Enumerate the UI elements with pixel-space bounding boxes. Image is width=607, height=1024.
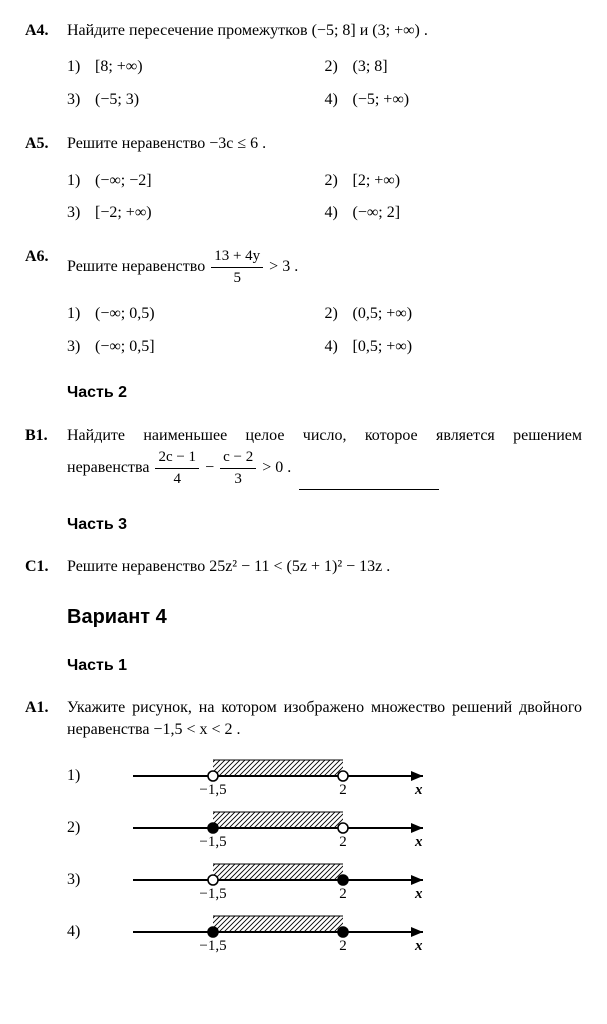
options-a5: 1)(−∞; −2] 2)[2; +∞) 3)[−2; +∞) 4)(−∞; 2… bbox=[67, 170, 582, 225]
numberline-row: 2) −1,5 2 x bbox=[67, 808, 582, 848]
opt-num: 3) bbox=[67, 202, 95, 224]
problem-label: А6. bbox=[25, 246, 67, 268]
svg-text:x: x bbox=[414, 938, 423, 954]
opt-num: 4) bbox=[325, 202, 353, 224]
opt-num: 3) bbox=[67, 336, 95, 358]
problem-a5: А5. Решите неравенство −3c ≤ 6 . 1)(−∞; … bbox=[25, 133, 582, 224]
opt-num: 2) bbox=[325, 170, 353, 192]
opt-text: (−∞; −2] bbox=[95, 170, 152, 192]
options-a4: 1)[8; +∞) 2)(3; 8] 3)(−5; 3) 4)(−5; +∞) bbox=[67, 56, 582, 111]
heading-variant: Вариант 4 bbox=[67, 603, 582, 631]
opt-num: 3) bbox=[67, 869, 103, 891]
fraction: 13 + 4y 5 bbox=[211, 246, 263, 289]
svg-text:−1,5: −1,5 bbox=[199, 834, 226, 850]
problem-text: Решите неравенство −3c ≤ 6 . bbox=[67, 133, 582, 155]
answer-blank[interactable] bbox=[299, 489, 439, 490]
problem-text: Решите неравенство 25z² − 11 < (5z + 1)²… bbox=[67, 556, 582, 578]
problem-b1: В1. Найдите наименьшее целое число, кото… bbox=[25, 425, 582, 490]
heading-part1: Часть 1 bbox=[67, 655, 582, 677]
fraction: c − 2 3 bbox=[220, 447, 256, 490]
problem-label: В1. bbox=[25, 425, 67, 447]
opt-num: 4) bbox=[325, 89, 353, 111]
problem-text: Решите неравенство 13 + 4y 5 > 3 . bbox=[67, 246, 582, 289]
problem-text: Укажите рисунок, на котором изображено м… bbox=[67, 697, 582, 742]
numberline-svg: −1,5 2 x bbox=[103, 908, 443, 956]
svg-text:−1,5: −1,5 bbox=[199, 782, 226, 798]
svg-text:2: 2 bbox=[339, 938, 347, 954]
svg-text:x: x bbox=[414, 782, 423, 798]
opt-num: 2) bbox=[325, 56, 353, 78]
opt-num: 1) bbox=[67, 765, 103, 787]
svg-text:−1,5: −1,5 bbox=[199, 886, 226, 902]
svg-text:x: x bbox=[414, 886, 423, 902]
problem-label: А5. bbox=[25, 133, 67, 155]
svg-text:−1,5: −1,5 bbox=[199, 938, 226, 954]
opt-num: 2) bbox=[67, 817, 103, 839]
opt-num: 1) bbox=[67, 56, 95, 78]
problem-text: Найдите пересечение промежутков (−5; 8] … bbox=[67, 20, 582, 42]
opt-text: [0,5; +∞) bbox=[353, 336, 413, 358]
problem-a1: А1. Укажите рисунок, на котором изображе… bbox=[25, 697, 582, 952]
numberline-row: 4) −1,5 2 x bbox=[67, 912, 582, 952]
numberline-row: 3) −1,5 2 x bbox=[67, 860, 582, 900]
svg-text:x: x bbox=[414, 834, 423, 850]
opt-text: (−∞; 0,5) bbox=[95, 303, 155, 325]
problem-label: А1. bbox=[25, 697, 67, 719]
opt-num: 4) bbox=[325, 336, 353, 358]
opt-text: [8; +∞) bbox=[95, 56, 143, 78]
problem-c1: С1. Решите неравенство 25z² − 11 < (5z +… bbox=[25, 556, 582, 578]
problem-a4: А4. Найдите пересечение промежутков (−5;… bbox=[25, 20, 582, 111]
opt-num: 4) bbox=[67, 921, 103, 943]
numberline-svg: −1,5 2 x bbox=[103, 856, 443, 904]
problem-a6: А6. Решите неравенство 13 + 4y 5 > 3 . 1… bbox=[25, 246, 582, 358]
fraction: 2c − 1 4 bbox=[155, 447, 199, 490]
numberline-row: 1) −1,5 2 x bbox=[67, 756, 582, 796]
svg-text:2: 2 bbox=[339, 886, 347, 902]
problem-text: Найдите наименьшее целое число, которое … bbox=[67, 425, 582, 490]
numberline-svg: −1,5 2 x bbox=[103, 752, 443, 800]
opt-text: (−5; +∞) bbox=[353, 89, 410, 111]
opt-text: (−∞; 2] bbox=[353, 202, 401, 224]
options-a6: 1)(−∞; 0,5) 2)(0,5; +∞) 3)(−∞; 0,5] 4)[0… bbox=[67, 303, 582, 358]
svg-text:2: 2 bbox=[339, 834, 347, 850]
opt-num: 2) bbox=[325, 303, 353, 325]
numberline-options: 1) −1,5 2 x 2) −1,5 2 x 3) −1,5 2 x 4) −1,5 2 x bbox=[67, 756, 582, 952]
opt-text: (−5; 3) bbox=[95, 89, 139, 111]
svg-text:2: 2 bbox=[339, 782, 347, 798]
opt-text: (0,5; +∞) bbox=[353, 303, 413, 325]
opt-num: 1) bbox=[67, 170, 95, 192]
opt-text: [2; +∞) bbox=[353, 170, 401, 192]
opt-text: (3; 8] bbox=[353, 56, 388, 78]
heading-part3: Часть 3 bbox=[67, 514, 582, 536]
problem-label: С1. bbox=[25, 556, 67, 578]
numberline-svg: −1,5 2 x bbox=[103, 804, 443, 852]
heading-part2: Часть 2 bbox=[67, 382, 582, 404]
opt-text: (−∞; 0,5] bbox=[95, 336, 155, 358]
problem-label: А4. bbox=[25, 20, 67, 42]
opt-text: [−2; +∞) bbox=[95, 202, 152, 224]
opt-num: 3) bbox=[67, 89, 95, 111]
opt-num: 1) bbox=[67, 303, 95, 325]
